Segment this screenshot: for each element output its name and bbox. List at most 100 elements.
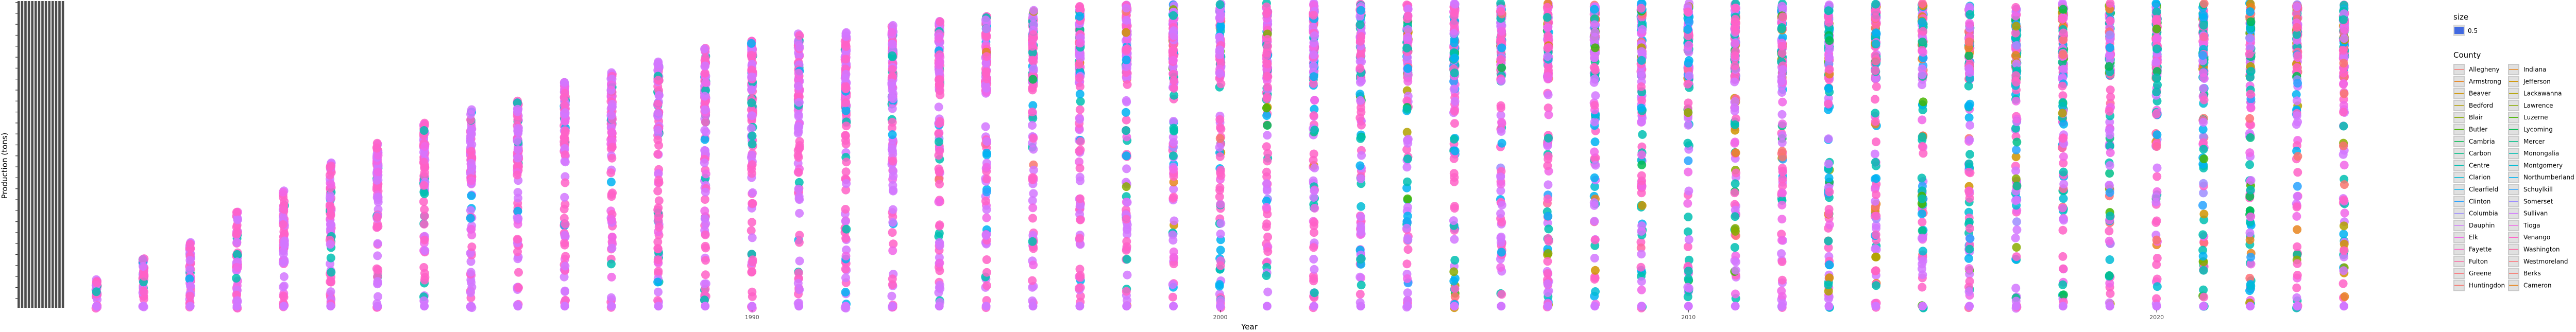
data-point [2199, 154, 2209, 164]
data-point [1216, 219, 1226, 228]
data-point [1168, 194, 1178, 203]
data-point [1356, 174, 1365, 183]
data-point [1496, 263, 1505, 272]
data-point [1262, 103, 1271, 113]
y-tick-mark [15, 232, 18, 233]
data-point [1497, 138, 1506, 148]
data-point [279, 220, 287, 229]
data-point [1028, 237, 1037, 246]
data-point [280, 240, 289, 250]
data-point [1497, 118, 1506, 127]
data-point [2199, 32, 2209, 42]
data-point [888, 142, 897, 151]
data-point [420, 189, 429, 198]
data-point [654, 223, 664, 232]
data-point [1872, 190, 1880, 199]
data-point [794, 112, 803, 121]
data-point [1543, 288, 1552, 297]
data-point [2198, 51, 2208, 60]
y-tick-mark [15, 265, 18, 266]
data-point [2199, 84, 2208, 93]
data-point [981, 197, 990, 206]
data-point [1356, 213, 1365, 221]
data-point [1263, 92, 1272, 101]
data-point [606, 178, 616, 187]
data-point [1215, 152, 1225, 161]
data-point [1403, 302, 1412, 311]
data-point [1590, 217, 1599, 226]
data-point [1964, 81, 1973, 91]
data-point [420, 302, 429, 311]
data-point [1309, 50, 1318, 59]
data-point [1496, 101, 1505, 110]
data-point [1310, 96, 1319, 105]
data-point [2059, 194, 2068, 203]
data-point [560, 231, 569, 240]
data-point [981, 59, 991, 67]
data-point [1871, 230, 1880, 239]
data-point [653, 205, 663, 215]
data-point [466, 257, 476, 266]
data-point [794, 302, 804, 311]
data-point [1918, 18, 1927, 27]
data-point [1497, 248, 1506, 257]
data-point [373, 251, 382, 260]
data-point [1263, 35, 1272, 44]
data-point [841, 55, 850, 64]
data-point [793, 151, 803, 160]
y-tick-mark [15, 188, 18, 189]
data-point [2106, 212, 2115, 221]
data-point [2246, 17, 2256, 26]
data-point [1730, 61, 1739, 71]
data-point [1216, 23, 1225, 32]
data-point [561, 200, 570, 209]
data-point [2246, 102, 2256, 112]
data-point [1637, 47, 1646, 56]
data-point [326, 277, 335, 287]
data-point [1965, 244, 1974, 254]
data-point [888, 181, 897, 190]
data-point [701, 256, 710, 265]
data-point [794, 178, 804, 187]
data-point [1450, 235, 1459, 244]
data-point [1590, 173, 1599, 182]
data-point [1170, 31, 1179, 40]
data-point [514, 194, 522, 203]
data-point [747, 73, 756, 82]
data-point [1403, 77, 1413, 86]
data-point [1590, 254, 1599, 263]
data-point [841, 32, 851, 41]
data-point [513, 98, 522, 108]
data-point [2059, 152, 2068, 161]
data-point [841, 288, 850, 297]
data-point [2058, 109, 2067, 118]
data-point [1497, 76, 1506, 85]
data-point [2105, 107, 2114, 116]
data-point [2152, 294, 2161, 303]
data-point [1778, 188, 1787, 198]
data-point [1123, 198, 1132, 207]
data-point [2058, 50, 2067, 59]
data-point [1590, 137, 1600, 147]
data-point [1918, 218, 1927, 226]
data-point [1262, 72, 1272, 81]
data-point [2105, 271, 2114, 280]
data-point [701, 302, 710, 311]
data-point [1076, 137, 1085, 146]
data-point [1076, 215, 1085, 224]
data-point [888, 130, 897, 139]
data-point [1824, 302, 1834, 311]
data-point [606, 293, 616, 302]
data-point [372, 176, 382, 185]
data-point [139, 302, 148, 311]
data-point [420, 246, 430, 255]
data-point [1028, 75, 1038, 84]
data-point [2152, 24, 2161, 33]
data-point [1637, 285, 1646, 294]
data-point [747, 65, 756, 75]
data-point [1309, 149, 1318, 159]
data-point [1731, 257, 1740, 267]
data-point [841, 234, 851, 243]
data-point [1637, 82, 1646, 91]
data-point [1263, 59, 1272, 68]
